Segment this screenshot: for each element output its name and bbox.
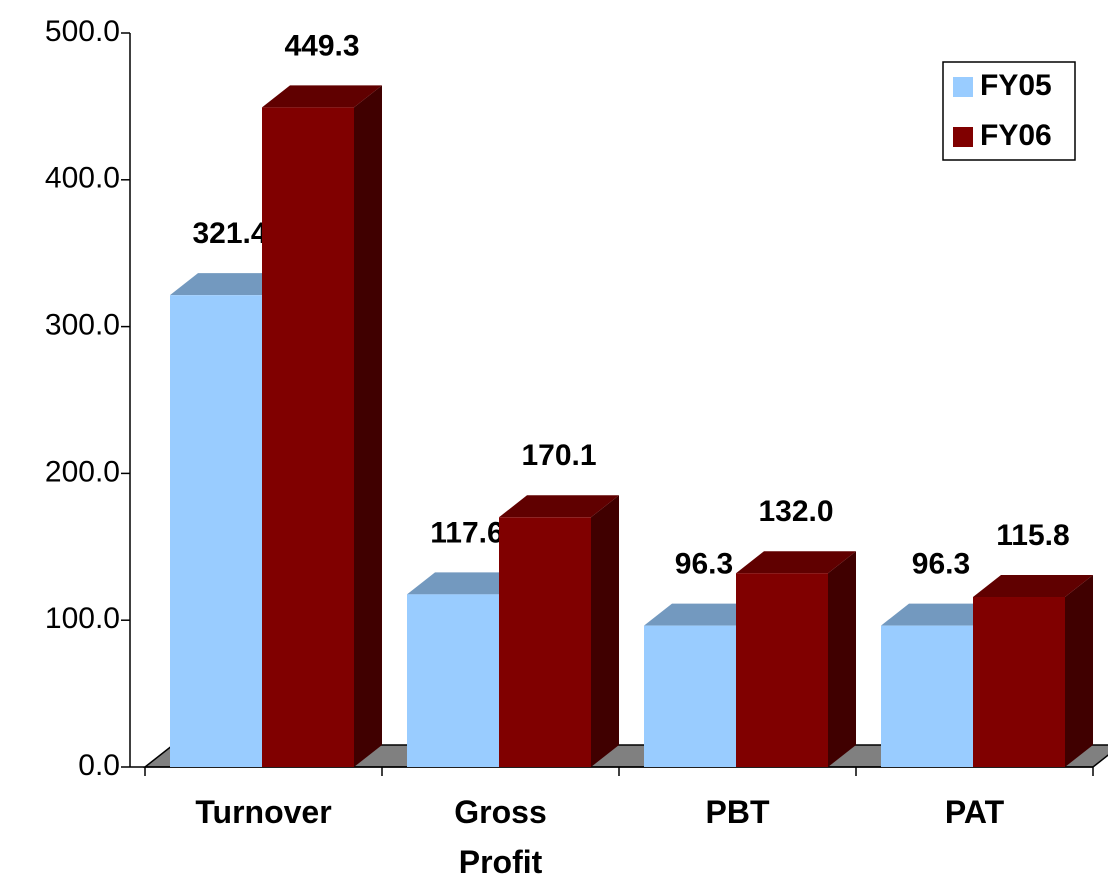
bar-side: [828, 551, 856, 767]
bar-side: [1065, 575, 1093, 767]
bar: [499, 517, 591, 767]
bar-top: [736, 551, 856, 574]
bar: [407, 594, 499, 767]
bar-top: [973, 575, 1093, 598]
bar: [736, 573, 828, 767]
bar: [262, 107, 354, 767]
legend-label: FY06: [980, 119, 1052, 152]
bar-side: [591, 495, 619, 767]
data-label: 115.8: [996, 519, 1069, 552]
y-tick-label: 500.0: [45, 15, 120, 48]
x-tick-label: PBT: [705, 794, 770, 830]
y-tick-label: 200.0: [45, 455, 120, 488]
y-tick-label: 400.0: [45, 162, 120, 195]
bar-top: [262, 85, 382, 108]
data-label: 117.6: [430, 516, 503, 549]
data-label: 132.0: [758, 495, 833, 528]
bar: [644, 625, 736, 767]
y-tick-label: 100.0: [45, 602, 120, 635]
bar: [170, 295, 262, 767]
bar-top: [499, 495, 619, 518]
legend-swatch: [953, 77, 973, 97]
bar-top: [644, 603, 764, 626]
x-tick-label: Turnover: [195, 794, 332, 830]
y-tick-label: 0.0: [78, 749, 120, 782]
x-tick-label: PAT: [944, 794, 1005, 830]
y-tick-label: 300.0: [45, 309, 120, 342]
legend-label: FY05: [980, 69, 1052, 102]
bar-top: [407, 572, 527, 595]
bar: [973, 597, 1065, 767]
legend-swatch: [953, 127, 973, 147]
bar: [881, 625, 973, 767]
data-label: 170.1: [521, 439, 596, 472]
data-label: 321.4: [192, 217, 267, 250]
data-label: 96.3: [912, 548, 970, 581]
bar-side: [354, 85, 382, 767]
data-label: 449.3: [284, 29, 359, 62]
bar-top: [881, 603, 1001, 626]
data-label: 96.3: [675, 548, 733, 581]
x-tick-label: Gross Profit: [454, 794, 547, 880]
bar-top: [170, 273, 290, 296]
